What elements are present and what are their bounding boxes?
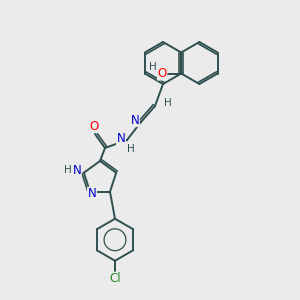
Text: O: O: [158, 67, 167, 80]
Text: N: N: [130, 113, 140, 127]
Text: N: N: [88, 187, 96, 200]
Text: O: O: [89, 119, 99, 133]
Text: Cl: Cl: [109, 272, 121, 285]
Text: H: H: [164, 98, 172, 108]
Text: H: H: [64, 165, 72, 175]
Text: N: N: [73, 164, 81, 177]
Text: N: N: [117, 133, 125, 146]
Text: H: H: [149, 62, 157, 73]
Text: H: H: [127, 144, 135, 154]
